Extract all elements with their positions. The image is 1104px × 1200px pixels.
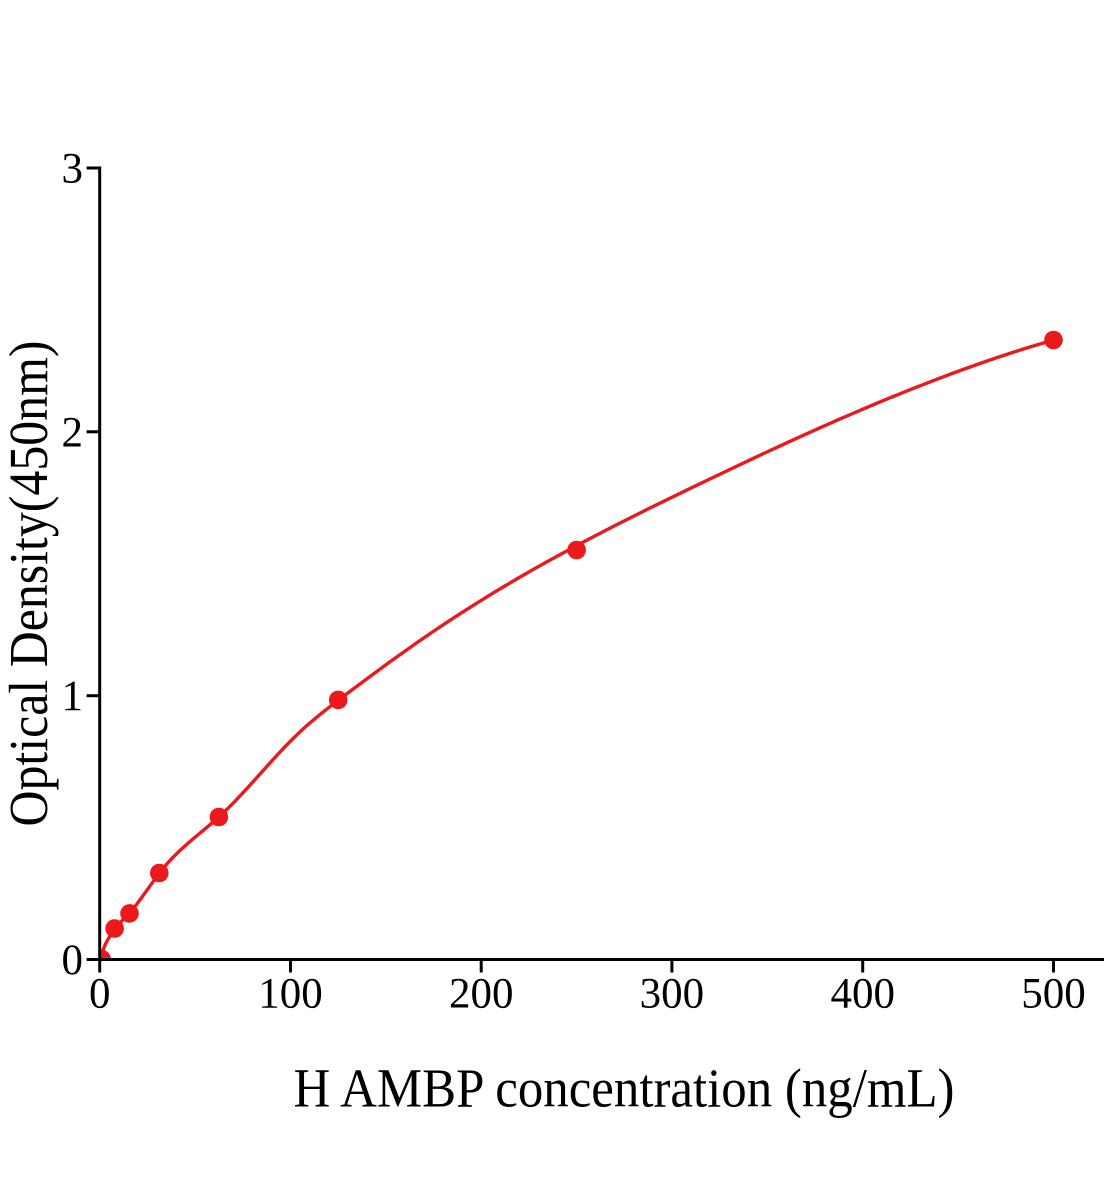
svg-text:0: 0 xyxy=(89,971,111,1018)
svg-text:400: 400 xyxy=(830,971,895,1018)
svg-text:100: 100 xyxy=(258,971,323,1018)
svg-text:3: 3 xyxy=(62,146,84,193)
svg-text:0: 0 xyxy=(62,937,84,984)
svg-text:H AMBP concentration (ng/mL): H AMBP concentration (ng/mL) xyxy=(294,1058,955,1119)
svg-text:500: 500 xyxy=(1021,971,1086,1018)
svg-text:1: 1 xyxy=(62,673,84,720)
svg-text:300: 300 xyxy=(640,971,705,1018)
svg-text:Optical Density(450nm): Optical Density(450nm) xyxy=(0,341,60,827)
svg-text:2: 2 xyxy=(62,409,84,456)
svg-text:200: 200 xyxy=(449,971,514,1018)
